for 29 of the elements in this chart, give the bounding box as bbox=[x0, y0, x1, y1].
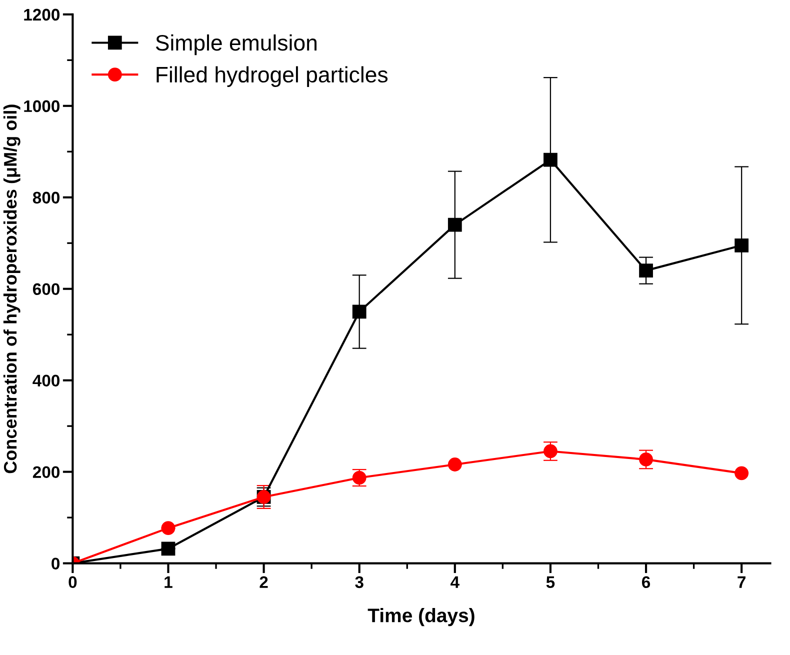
x-tick-label: 3 bbox=[355, 576, 364, 588]
y-tick-label: 200 bbox=[32, 466, 60, 478]
legend-label: Simple emulsion bbox=[156, 34, 316, 56]
y-tick-label: 800 bbox=[32, 192, 60, 204]
x-tick-label: 4 bbox=[450, 576, 460, 588]
y-tick-label: 0 bbox=[52, 558, 60, 570]
x-tick-label: 0 bbox=[68, 576, 77, 588]
y-tick-label: 1000 bbox=[24, 100, 60, 112]
x-axis-title: Time (days) bbox=[368, 608, 474, 626]
point bbox=[734, 238, 749, 252]
point bbox=[448, 458, 462, 472]
point bbox=[352, 304, 366, 319]
x-tick-label: 6 bbox=[642, 576, 650, 588]
y-tick-label: 400 bbox=[32, 374, 60, 387]
x-tick-label: 2 bbox=[260, 576, 268, 588]
point bbox=[448, 218, 462, 232]
point bbox=[639, 264, 653, 278]
point bbox=[639, 452, 653, 466]
point bbox=[734, 466, 749, 480]
x-tick-label: 1 bbox=[164, 576, 172, 588]
point bbox=[161, 521, 176, 536]
y-axis-title: Concentration of hydroperoxides (μM/g oil) bbox=[3, 104, 20, 474]
y-tick-label: 600 bbox=[32, 283, 60, 296]
y-tick-label: 1200 bbox=[24, 8, 60, 21]
x-tick-label: 5 bbox=[546, 576, 555, 588]
legend-label: Filled hydrogel particles bbox=[156, 66, 388, 87]
point bbox=[161, 542, 176, 556]
point bbox=[544, 152, 558, 167]
x-tick-label: 7 bbox=[738, 576, 746, 588]
